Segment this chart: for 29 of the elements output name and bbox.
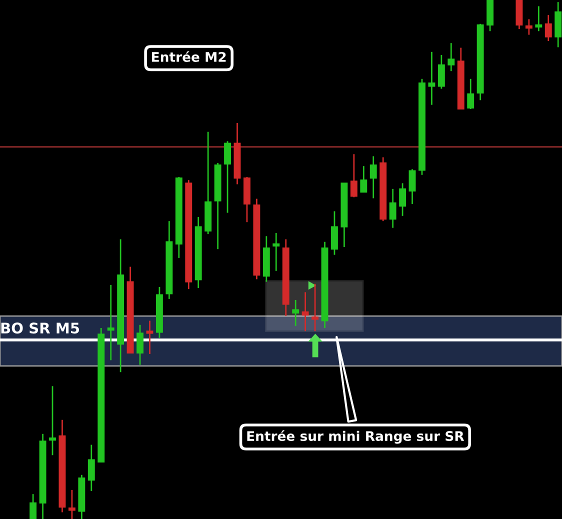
candlestick (350, 153, 358, 198)
candlestick (428, 51, 436, 106)
candlestick (535, 6, 542, 32)
candlestick (448, 42, 455, 72)
candlestick (544, 14, 552, 42)
candlestick (136, 324, 144, 366)
candlestick (292, 299, 300, 327)
band-label: BO SR M5 (1, 322, 80, 334)
candlestick (224, 140, 231, 214)
candlestick (331, 210, 338, 256)
annotation: Entrée M2 (152, 51, 226, 62)
candlestick (312, 283, 319, 332)
candlestick (360, 165, 368, 193)
candlestick (525, 18, 532, 36)
annotation: Entrée sur mini Range sur SR (247, 430, 464, 444)
candlestick (438, 54, 445, 90)
candlestick (370, 156, 377, 199)
candlestick (467, 78, 474, 110)
candlestick (88, 444, 95, 492)
candlestick (68, 489, 76, 519)
candlestick (272, 232, 280, 272)
candlestick (302, 292, 309, 332)
candlestick (399, 182, 406, 217)
candlestick (30, 493, 37, 519)
candlestick (107, 284, 114, 361)
candlestick (389, 188, 396, 229)
candlestick (49, 385, 56, 456)
candlestick (408, 168, 416, 205)
candlestick (146, 320, 154, 355)
